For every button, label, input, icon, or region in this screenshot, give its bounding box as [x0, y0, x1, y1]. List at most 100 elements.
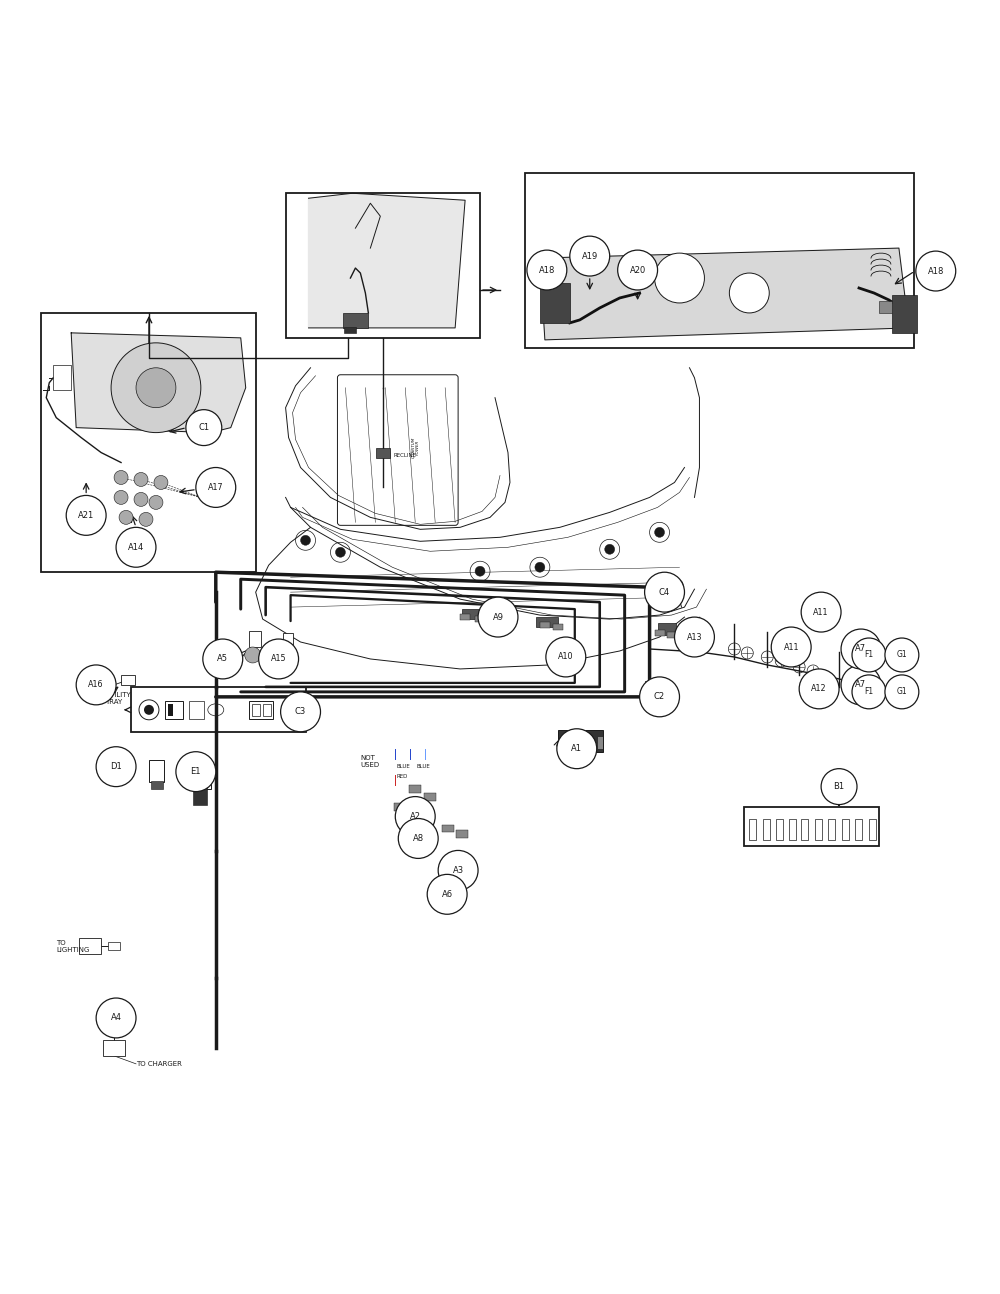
Circle shape — [852, 675, 886, 709]
Bar — [249, 701, 273, 718]
Bar — [283, 633, 293, 647]
Circle shape — [535, 562, 545, 572]
Bar — [252, 704, 260, 716]
Bar — [645, 681, 670, 699]
Text: C1: C1 — [198, 423, 209, 432]
Circle shape — [675, 617, 714, 657]
Circle shape — [771, 628, 811, 666]
Text: A8: A8 — [413, 833, 424, 842]
Bar — [570, 736, 575, 749]
Circle shape — [114, 490, 128, 505]
Bar — [855, 819, 862, 841]
Circle shape — [245, 647, 261, 663]
Circle shape — [149, 496, 163, 510]
Text: TO
LIGHTING: TO LIGHTING — [56, 939, 90, 952]
Circle shape — [119, 510, 133, 524]
Bar — [442, 861, 454, 868]
Bar — [879, 302, 892, 313]
Bar — [286, 193, 480, 338]
Bar — [131, 687, 306, 732]
Circle shape — [259, 639, 299, 679]
Text: F1: F1 — [864, 651, 874, 660]
Circle shape — [478, 597, 518, 637]
Text: A20: A20 — [629, 265, 646, 274]
Bar — [789, 819, 796, 841]
Circle shape — [655, 528, 665, 537]
Bar — [749, 819, 756, 841]
Text: F1: F1 — [864, 687, 874, 696]
Bar — [424, 793, 436, 801]
Bar — [376, 448, 390, 458]
Circle shape — [570, 236, 610, 276]
Text: A12: A12 — [811, 685, 827, 694]
Bar — [828, 819, 835, 841]
Bar — [776, 819, 783, 841]
Text: A10: A10 — [558, 652, 574, 661]
Text: A4: A4 — [111, 1013, 122, 1022]
Circle shape — [154, 475, 168, 489]
Bar — [442, 824, 454, 832]
Circle shape — [66, 496, 106, 536]
Bar — [193, 787, 207, 805]
Circle shape — [916, 251, 956, 291]
Circle shape — [176, 752, 216, 792]
Text: A9: A9 — [493, 612, 504, 621]
Text: A1: A1 — [571, 744, 582, 753]
Bar — [189, 761, 211, 788]
Bar — [558, 730, 603, 752]
Bar — [553, 624, 563, 630]
Bar — [462, 609, 487, 619]
Bar — [744, 806, 879, 846]
Bar — [667, 631, 677, 638]
Bar — [454, 864, 466, 872]
Bar — [815, 819, 822, 841]
Circle shape — [885, 675, 919, 709]
Circle shape — [645, 572, 684, 612]
Bar — [165, 701, 183, 718]
Bar — [343, 313, 368, 327]
Circle shape — [144, 705, 154, 714]
Text: A13: A13 — [687, 633, 702, 642]
Circle shape — [841, 665, 881, 705]
Bar — [801, 819, 808, 841]
Circle shape — [821, 769, 857, 805]
Circle shape — [885, 638, 919, 672]
Circle shape — [76, 665, 116, 705]
Bar — [579, 736, 584, 749]
Bar — [842, 819, 849, 841]
Bar — [540, 283, 570, 324]
Text: BLUE: BLUE — [396, 765, 410, 769]
Text: A11: A11 — [783, 643, 799, 651]
Circle shape — [672, 580, 683, 591]
Bar — [589, 736, 593, 749]
Bar — [655, 630, 665, 637]
Text: NOT
USED: NOT USED — [360, 756, 380, 769]
Circle shape — [852, 638, 886, 672]
Text: A15: A15 — [271, 655, 286, 664]
Circle shape — [527, 250, 567, 290]
Bar — [41, 313, 256, 572]
Circle shape — [799, 669, 839, 709]
Circle shape — [427, 875, 467, 915]
Bar — [763, 819, 770, 841]
Bar — [149, 760, 164, 782]
Text: A16: A16 — [88, 681, 104, 690]
Text: C3: C3 — [295, 708, 306, 717]
Circle shape — [96, 747, 136, 787]
Bar — [412, 810, 424, 819]
Text: A19: A19 — [582, 251, 598, 260]
Text: A7: A7 — [855, 681, 867, 690]
Text: B1: B1 — [833, 782, 845, 791]
Text: C4: C4 — [659, 587, 670, 597]
Bar — [598, 736, 603, 749]
Circle shape — [114, 471, 128, 484]
Bar — [101, 1008, 126, 1026]
Text: BLUE: BLUE — [416, 765, 430, 769]
Text: D1: D1 — [110, 762, 122, 771]
Bar — [79, 938, 101, 954]
Circle shape — [438, 850, 478, 890]
Text: G1: G1 — [897, 651, 907, 660]
Circle shape — [186, 410, 222, 445]
Text: RED: RED — [396, 774, 408, 779]
Bar — [892, 295, 917, 333]
